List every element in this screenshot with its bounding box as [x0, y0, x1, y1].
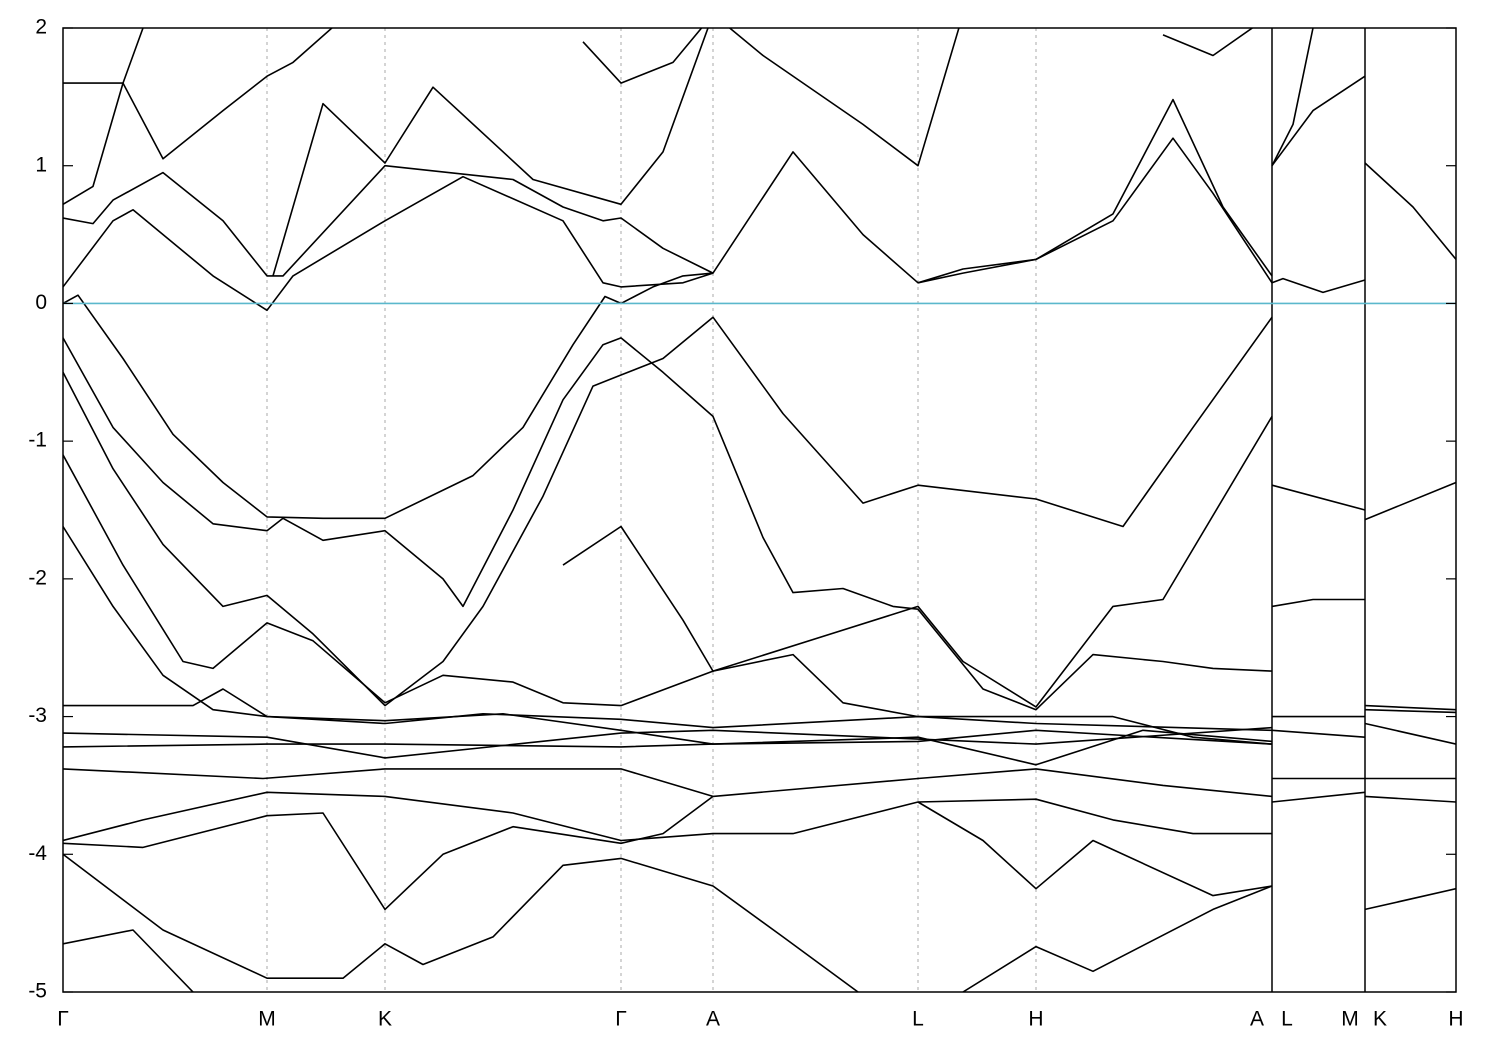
x-tick-label: Γ [57, 1008, 69, 1031]
y-tick-label: -5 [28, 980, 47, 1003]
band-line [63, 316, 1456, 707]
x-tick-label: K [1373, 1008, 1387, 1031]
band-line [63, 722, 1456, 759]
x-tick-label: K [378, 1008, 392, 1031]
band-line [63, 708, 1456, 748]
y-tick-label: 2 [35, 16, 47, 39]
x-tick-label: A [706, 1008, 720, 1031]
x-tick-label: H [1448, 1008, 1463, 1031]
y-tick-label: -2 [28, 566, 47, 589]
x-tick-label: M [258, 1008, 276, 1031]
y-tick-label: 1 [35, 153, 47, 176]
band-line [63, 929, 194, 992]
x-tick-label: Γ [615, 1008, 627, 1031]
band-line [917, 98, 1273, 284]
y-tick-label: 0 [35, 291, 47, 314]
x-tick-label: H [1028, 1008, 1043, 1031]
band-line [63, 164, 714, 277]
x-tick-label: A [1250, 1008, 1264, 1031]
band-line [63, 28, 144, 205]
bands [63, 28, 1456, 992]
band-line [63, 175, 714, 312]
band-line [917, 801, 1456, 911]
y-tick-label: -4 [28, 842, 47, 865]
band-line [63, 795, 714, 911]
band-line [63, 337, 1456, 711]
band-line [1162, 28, 1366, 167]
x-tick-label: L [1281, 1008, 1293, 1031]
plot-frame [62, 27, 1457, 993]
band-line [63, 853, 859, 992]
y-tick-label: -3 [28, 704, 47, 727]
band-line [63, 768, 1456, 803]
band-line [562, 415, 1273, 708]
band-line [63, 777, 1456, 842]
band-line [272, 28, 709, 277]
band-line [1271, 28, 1314, 167]
band-line [63, 688, 1273, 732]
x-tick-label: L [912, 1008, 924, 1031]
band-line [962, 885, 1273, 992]
y-tick-label: -1 [28, 429, 47, 452]
band-line [582, 28, 960, 167]
x-tick-label: M [1341, 1008, 1359, 1031]
band-line [63, 454, 1273, 745]
